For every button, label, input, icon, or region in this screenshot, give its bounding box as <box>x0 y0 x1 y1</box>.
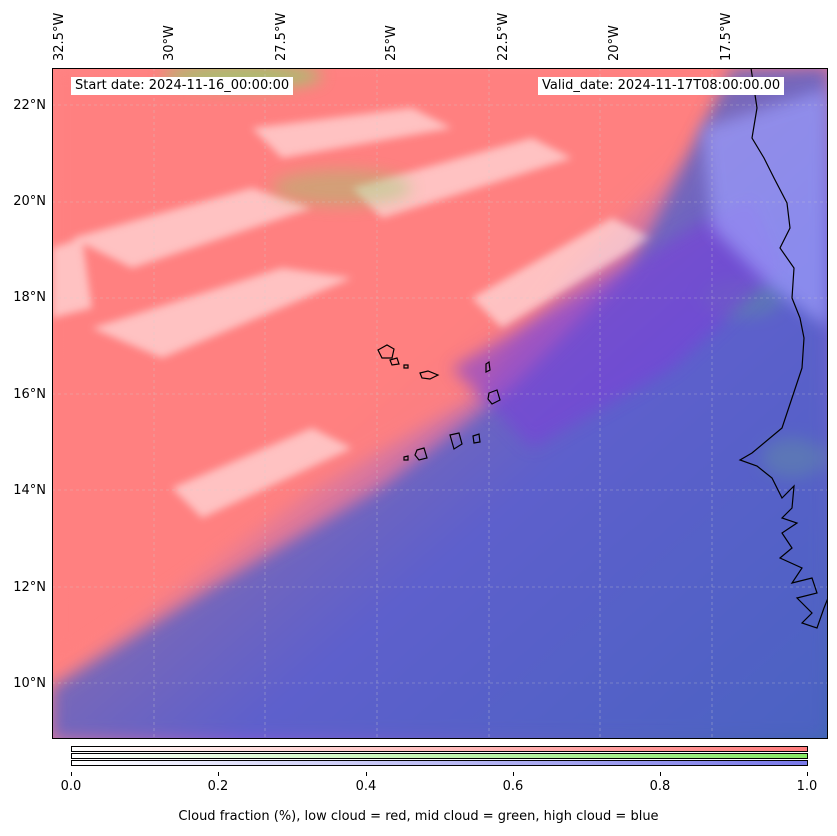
colorbar-tick-4: 0.8 <box>649 779 671 794</box>
lon-label-17-5w: 17.5°W <box>719 12 734 61</box>
colorbar-tick-0: 0.0 <box>60 779 82 794</box>
lon-label-30w: 30°W <box>162 25 177 61</box>
low-cloud-streaks <box>52 108 652 518</box>
map-frame <box>52 68 828 739</box>
cloud-fraction-map <box>52 68 828 739</box>
lon-label-25w: 25°W <box>384 25 399 61</box>
colorbar-tickmark-2 <box>366 772 367 776</box>
high-cloud-core <box>452 198 782 448</box>
colorbar-tickmark-5 <box>807 772 808 776</box>
colorbar-tick-5: 1.0 <box>796 779 818 794</box>
lat-label-12n: 12°N <box>13 580 46 595</box>
lat-label-22n: 22°N <box>13 98 46 113</box>
colorbar-high-cloud <box>71 760 808 766</box>
valid-date-label: Valid_date: 2024-11-17T08:00:00.00 <box>538 77 785 95</box>
colorbar-tickmark-3 <box>513 772 514 776</box>
colorbar-tick-1: 0.2 <box>207 779 229 794</box>
colorbar-tick-3: 0.6 <box>502 779 524 794</box>
lon-label-27-5w: 27.5°W <box>274 12 289 61</box>
colorbar-tick-2: 0.4 <box>355 779 377 794</box>
high-cloud-bright <box>702 88 828 328</box>
lon-label-32-5w: 32.5°W <box>52 12 67 61</box>
colorbar-tickmark-1 <box>218 772 219 776</box>
colorbar-tickmark-4 <box>660 772 661 776</box>
africa-coastline <box>738 68 828 629</box>
lat-label-16n: 16°N <box>13 387 46 402</box>
gridlines <box>52 68 828 739</box>
lon-label-22-5w: 22.5°W <box>496 12 511 61</box>
cape-verde-islands <box>377 344 501 461</box>
start-date-label: Start date: 2024-11-16_00:00:00 <box>71 77 294 95</box>
high-cloud-band <box>52 68 828 739</box>
lat-label-14n: 14°N <box>13 483 46 498</box>
lon-label-20w: 20°W <box>607 25 622 61</box>
colorbar-low-cloud <box>71 746 808 752</box>
colorbar-caption: Cloud fraction (%), low cloud = red, mid… <box>178 809 659 824</box>
lat-label-18n: 18°N <box>13 290 46 305</box>
lat-label-10n: 10°N <box>13 676 46 691</box>
lat-label-20n: 20°N <box>13 194 46 209</box>
colorbar-mid-cloud <box>71 753 808 759</box>
colorbar-tickmark-0 <box>71 772 72 776</box>
